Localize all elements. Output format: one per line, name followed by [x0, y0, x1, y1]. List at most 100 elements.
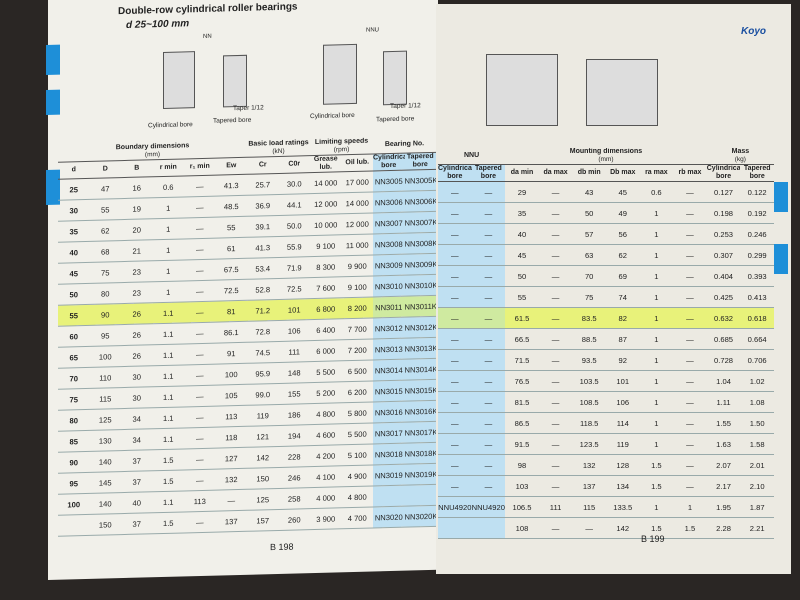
column-header: da min: [505, 164, 539, 182]
table-cell: 128: [605, 454, 640, 476]
group-title: Mass: [731, 148, 750, 155]
column-header: Cylindrical bore: [438, 164, 472, 182]
table-cell: 8 300: [310, 255, 342, 278]
table-cell: 1.5: [152, 448, 184, 471]
column-header: Cylindrical bore: [706, 164, 741, 182]
figure-caption: Tapered bore: [376, 115, 415, 124]
table-cell: 62: [89, 219, 121, 242]
table-cell: —: [471, 370, 506, 392]
group-title: Mounting dimensions: [569, 148, 643, 155]
figure-label: NNU: [366, 27, 379, 34]
table-cell: 25: [58, 178, 90, 201]
table-cell: 1.95: [706, 496, 741, 518]
table-cell: 90: [89, 303, 121, 326]
table-cell: 157: [247, 509, 279, 532]
table-cell: —: [673, 223, 707, 245]
table-cell: 40: [58, 241, 90, 264]
table-cell: 101: [278, 298, 310, 321]
table-row: — —29—43 45 0.6—0.127 0.122: [438, 181, 774, 203]
table-cell: 1: [152, 280, 184, 303]
table-cell: 47: [89, 177, 121, 200]
table-cell: 37: [121, 449, 153, 472]
table-cell: NN3014: [373, 359, 405, 381]
table-cell: NN3008K: [404, 232, 436, 255]
table-cell: 9 900: [341, 254, 373, 277]
table-cell: 1.87: [740, 496, 774, 518]
bearing-drawing: [163, 51, 195, 109]
table-cell: —: [471, 265, 506, 287]
table-cell: 25.7: [247, 173, 279, 196]
table-row: — —40—57 56 1—0.253 0.246: [438, 223, 774, 245]
column-header-row: Cylindrical bore Tapered bore da min da max…: [438, 164, 774, 182]
table-cell: 2.07: [706, 454, 741, 476]
table-cell: [438, 517, 472, 539]
table-cell: —: [538, 370, 573, 392]
table-cell: —: [673, 265, 707, 287]
table-cell: —: [471, 307, 506, 329]
table-cell: 71.5: [505, 349, 539, 371]
table-cell: 87: [605, 328, 640, 350]
figure-caption: Cylindrical bore: [148, 121, 193, 130]
table-cell: —: [438, 202, 472, 224]
table-row: — —71.5—93.5 92 1—0.728 0.706: [438, 349, 774, 371]
table-cell: 1.1: [152, 490, 184, 513]
table-cell: 118.5: [572, 412, 606, 434]
table-cell: 23: [121, 281, 153, 304]
table-cell: 61.5: [505, 307, 539, 329]
table-cell: —: [438, 244, 472, 266]
table-cell: 145: [89, 471, 121, 494]
table-cell: 1.50: [740, 412, 774, 434]
table-cell: 35: [505, 202, 539, 224]
table-cell: 121: [247, 425, 279, 448]
table-cell: —: [673, 328, 707, 350]
table-row: — —35—50 49 1—0.198 0.192: [438, 202, 774, 224]
table-cell: 75: [89, 261, 121, 284]
table-cell: 48.5: [215, 195, 247, 218]
mounting-drawing: [486, 54, 558, 126]
table-cell: 150: [247, 467, 279, 490]
table-cell: 228: [278, 445, 310, 468]
table-cell: NN3017K: [404, 421, 436, 444]
table-cell: 75: [58, 388, 90, 411]
page-number: B 199: [641, 534, 665, 544]
table-cell: —: [673, 307, 707, 329]
table-cell: 26: [121, 344, 153, 367]
table-cell: NN3015: [373, 380, 405, 402]
table-cell: —: [471, 475, 506, 497]
table-cell: 186: [278, 403, 310, 426]
table-cell: 6 800: [310, 297, 342, 320]
table-cell: 0.253: [706, 223, 741, 245]
table-cell: 55: [505, 286, 539, 308]
table-cell: 4 700: [341, 506, 373, 529]
table-cell: 103: [505, 475, 539, 497]
table-cell: 1.02: [740, 370, 774, 392]
table-cell: —: [673, 181, 707, 203]
table-row: — —103—137 134 1.5—2.17 2.10: [438, 475, 774, 497]
table-cell: 4 000: [310, 486, 342, 509]
table-cell: 17 000: [341, 170, 373, 193]
column-header: C0r: [278, 155, 310, 174]
figure-label: NN: [203, 33, 212, 40]
table-cell: 119: [605, 433, 640, 455]
table-row: — —45—63 62 1—0.307 0.299: [438, 244, 774, 266]
column-header: Grease lub.: [310, 154, 342, 173]
table-cell: NN3011K: [404, 295, 436, 318]
table-cell: 41.3: [247, 236, 279, 259]
table-cell: 75: [572, 286, 606, 308]
table-cell: —: [673, 349, 707, 371]
table-cell: 95: [89, 324, 121, 347]
table-cell: 1.1: [152, 343, 184, 366]
table-cell: 125: [89, 408, 121, 431]
table-cell: 6 500: [341, 359, 373, 382]
column-header: Tapered bore: [471, 164, 506, 182]
table-cell: 39.1: [247, 215, 279, 238]
column-header: B: [121, 159, 153, 178]
table-cell: 0.404: [706, 265, 741, 287]
table-cell: —: [538, 223, 573, 245]
table-cell: 70: [58, 367, 90, 390]
table-cell: 0.198: [706, 202, 741, 224]
table-cell: 1: [639, 286, 674, 308]
group-unit: (mm): [598, 156, 614, 163]
table-cell: 91: [215, 342, 247, 365]
